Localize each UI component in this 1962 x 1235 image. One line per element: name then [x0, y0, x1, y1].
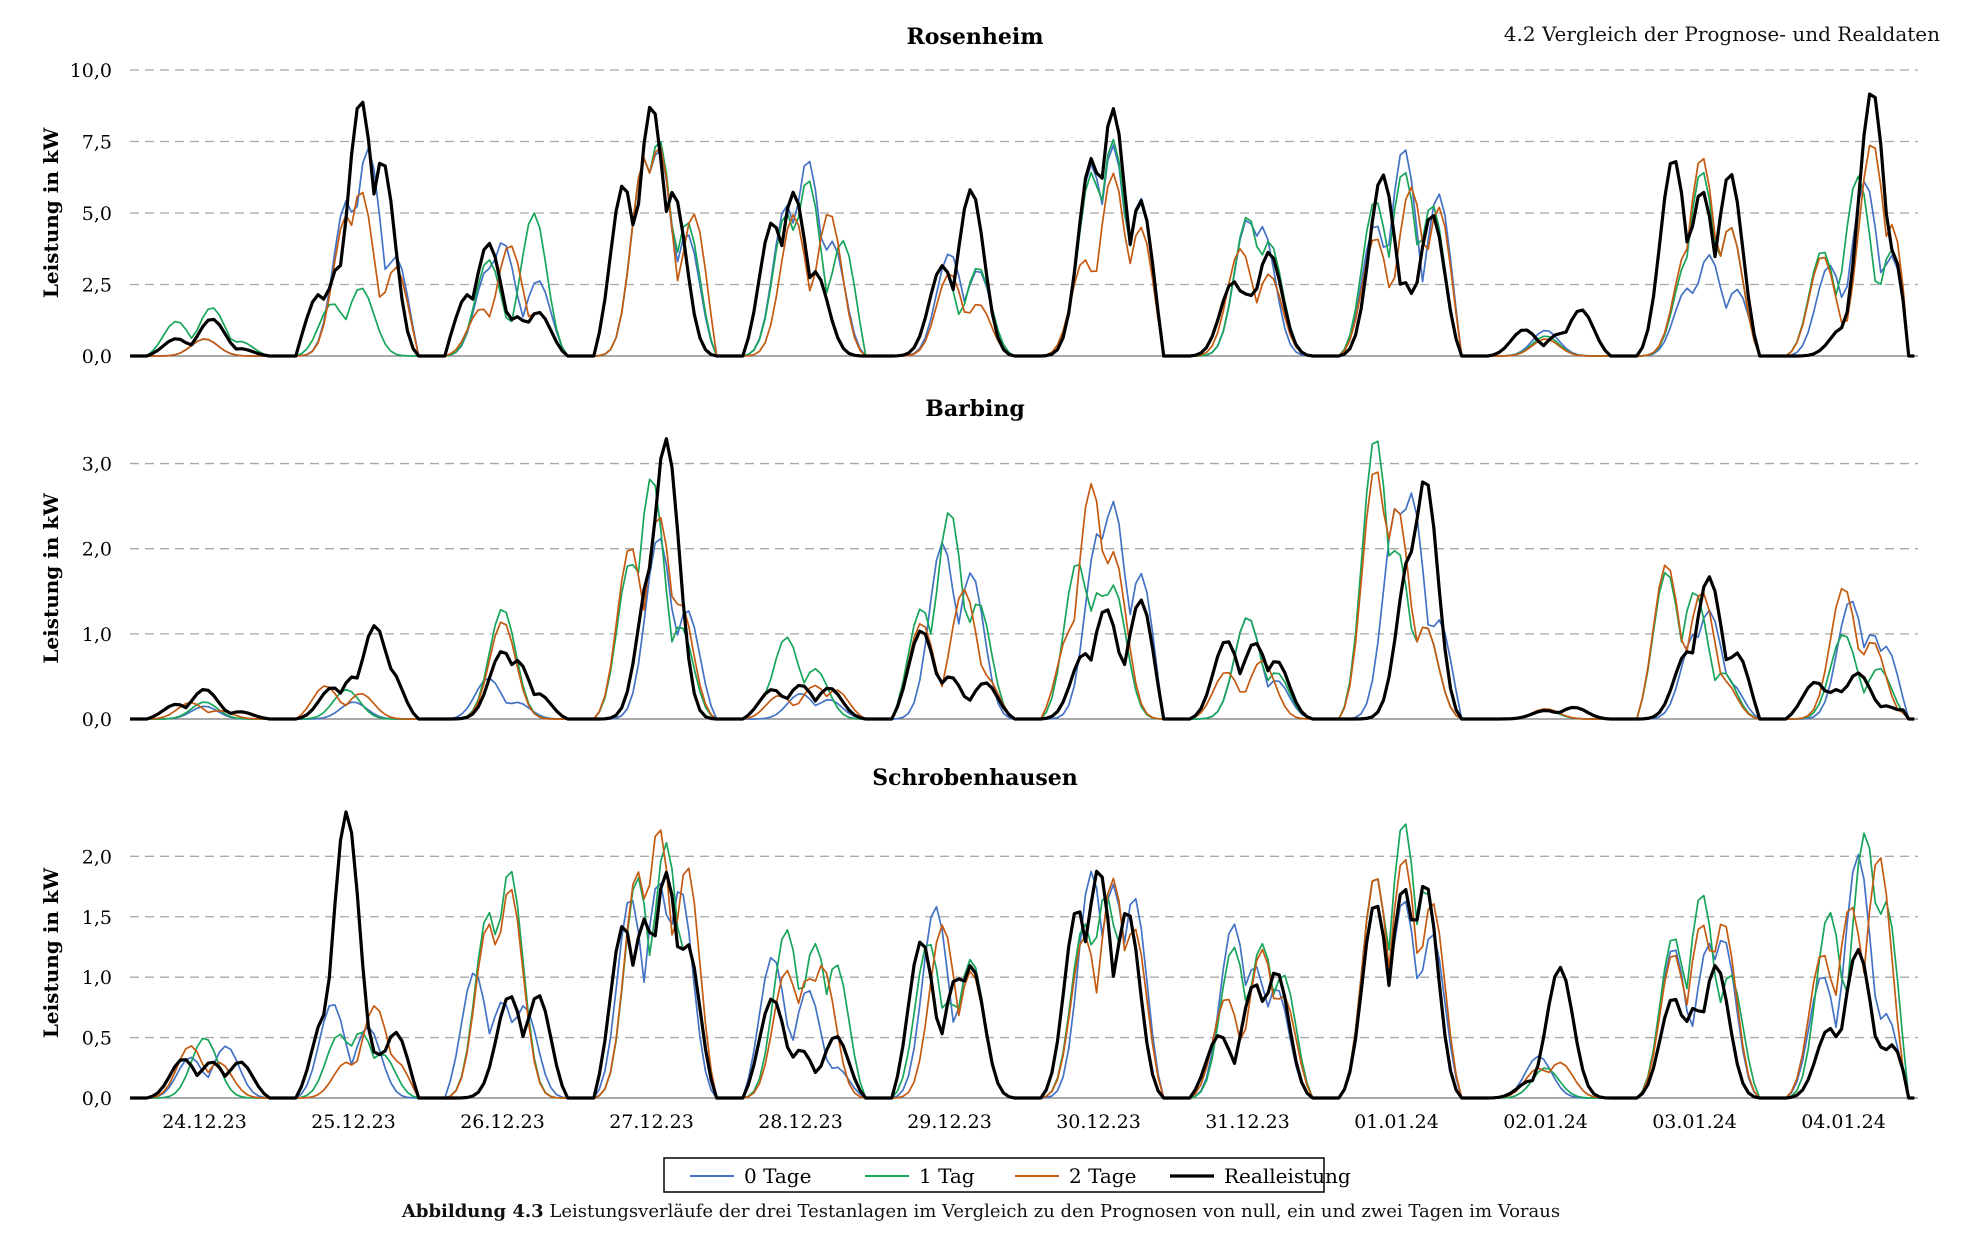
y-tick-label: 3,0: [82, 454, 112, 476]
legend: 0 Tage 1 Tag 2 Tage Realleistung: [663, 1157, 1351, 1193]
x-tick-label: 03.01.24: [1652, 1111, 1737, 1133]
x-tick-label: 31.12.23: [1205, 1111, 1290, 1133]
y-tick-label: 7,5: [82, 132, 112, 154]
caption-label: Abbildung 4.3: [401, 1201, 544, 1222]
y-axis-label: Leistung in kW: [39, 127, 63, 298]
caption-text: Leistungsverläufe der drei Testanlagen i…: [549, 1201, 1561, 1222]
y-tick-label: 0,0: [82, 1088, 112, 1110]
panel-0: Rosenheim Leistung in kW 0,0 2,5 5,0 7,5 10,0: [39, 24, 1918, 368]
series-line-1-tag: [130, 823, 1915, 1099]
legend-label: Realleistung: [1224, 1164, 1351, 1188]
y-tick-label: 0,0: [82, 346, 112, 368]
y-tick-label: 0,0: [82, 709, 112, 731]
y-tick-label: 2,0: [82, 846, 112, 868]
x-tick-label: 29.12.23: [907, 1111, 992, 1133]
x-tick-label: 26.12.23: [460, 1111, 545, 1133]
x-tick-label: 02.01.24: [1503, 1111, 1588, 1133]
x-tick-label: 28.12.23: [758, 1111, 843, 1133]
series-line-1-tag: [130, 138, 1915, 357]
y-tick-label: 1,5: [82, 907, 112, 929]
y-tick-label: 1,0: [82, 967, 112, 989]
series-line-realleistung: [130, 92, 1915, 358]
legend-label: 2 Tage: [1069, 1164, 1136, 1188]
y-tick-label: 10,0: [70, 60, 112, 82]
y-tick-label: 2,0: [82, 539, 112, 561]
y-tick-label: 0,5: [82, 1028, 112, 1050]
x-tick-label: 24.12.23: [162, 1111, 247, 1133]
y-tick-label: 2,5: [82, 275, 112, 297]
legend-label: 1 Tag: [919, 1164, 975, 1188]
panel-title: Rosenheim: [907, 24, 1044, 50]
panel-2: Schrobenhausen Leistung in kW 0,0 0,5 1,0 1,5…: [39, 765, 1918, 1110]
panel-title: Schrobenhausen: [872, 765, 1078, 791]
y-axis-label: Leistung in kW: [39, 493, 63, 664]
series-line-realleistung: [130, 437, 1915, 721]
panel-title: Barbing: [925, 396, 1025, 422]
section-header: 4.2 Vergleich der Prognose- und Realdate…: [1503, 22, 1940, 46]
x-tick-label: 04.01.24: [1801, 1111, 1886, 1133]
y-axis-label: Leistung in kW: [39, 867, 63, 1038]
y-tick-label: 5,0: [82, 203, 112, 225]
x-tick-label: 27.12.23: [609, 1111, 694, 1133]
series-line-0-tage: [130, 492, 1915, 720]
legend-label: 0 Tage: [744, 1164, 811, 1188]
series-line-realleistung: [130, 810, 1915, 1100]
panel-1: Barbing Leistung in kW 0,0 1,0 2,0 3,0: [39, 396, 1918, 731]
figure-caption: Abbildung 4.3 Leistungsverläufe der drei…: [0, 1201, 1962, 1222]
series-line-2-tage: [130, 829, 1915, 1099]
y-tick-label: 1,0: [82, 624, 112, 646]
x-tick-label: 30.12.23: [1056, 1111, 1141, 1133]
x-tick-label: 25.12.23: [311, 1111, 396, 1133]
x-tick-label: 01.01.24: [1354, 1111, 1439, 1133]
